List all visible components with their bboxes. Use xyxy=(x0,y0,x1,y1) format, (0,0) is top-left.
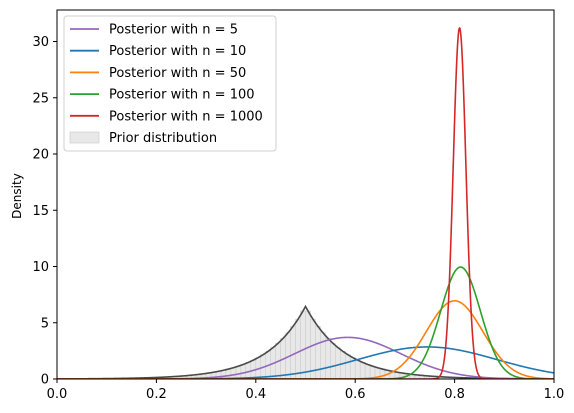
legend-swatch-prior xyxy=(69,131,100,144)
legend-label-n5: Posterior with n = 5 xyxy=(109,23,238,38)
legend-box xyxy=(63,15,277,152)
y-tick-label: 25 xyxy=(32,91,49,106)
prior-bar xyxy=(335,347,341,379)
x-tick-label: 0.8 xyxy=(444,387,465,402)
prior-histogram xyxy=(57,304,554,379)
prior-curve xyxy=(57,304,554,379)
posterior-curve-n1000 xyxy=(57,26,554,379)
prior-bar xyxy=(235,365,242,379)
prior-bar xyxy=(295,318,301,379)
legend-label-n10: Posterior with n = 10 xyxy=(109,44,246,59)
y-axis: 0 5 10 15 20 25 30 xyxy=(32,35,57,388)
prior-bar xyxy=(220,370,227,379)
prior-bar xyxy=(379,368,386,379)
y-tick-label: 15 xyxy=(32,204,49,219)
y-axis-label: Density xyxy=(10,173,24,219)
prior-bar xyxy=(290,326,296,379)
prior-bar xyxy=(325,338,331,379)
x-tick-label: 0.2 xyxy=(146,387,167,402)
prior-bar xyxy=(354,359,361,379)
x-tick-label: 0.0 xyxy=(47,387,68,402)
legend-label-n100: Posterior with n = 100 xyxy=(109,88,255,103)
legend-label-n1000: Posterior with n = 1000 xyxy=(109,109,263,124)
prior-bar xyxy=(364,364,371,379)
prior-bar xyxy=(315,326,321,379)
prior-bar xyxy=(300,310,306,379)
legend-label-prior: Prior distribution xyxy=(109,131,217,146)
prior-bar xyxy=(240,364,247,379)
posterior-curve-n100 xyxy=(57,266,554,379)
prior-bar xyxy=(225,368,232,379)
y-tick-label: 30 xyxy=(32,35,49,50)
prior-bar xyxy=(340,351,346,379)
prior-bar xyxy=(305,310,311,379)
prior-bar xyxy=(230,367,237,379)
y-tick-label: 5 xyxy=(41,316,49,331)
plot-frame xyxy=(56,9,555,380)
y-tick-label: 20 xyxy=(32,148,49,163)
legend-label-n50: Posterior with n = 50 xyxy=(109,66,246,81)
legend: Posterior with n = 5 Posterior with n = 1… xyxy=(63,15,277,152)
prior-bar xyxy=(330,342,336,379)
prior-bar xyxy=(345,354,351,379)
x-tick-label: 0.6 xyxy=(345,387,366,402)
prior-bar xyxy=(320,332,326,379)
x-tick-label: 1.0 xyxy=(544,387,565,402)
y-tick-label: 10 xyxy=(32,260,49,275)
prior-bar xyxy=(359,362,366,379)
x-axis: 0.0 0.2 0.4 0.6 0.8 1.0 xyxy=(47,379,565,402)
y-tick-label: 0 xyxy=(41,373,49,388)
x-tick-label: 0.4 xyxy=(245,387,266,402)
